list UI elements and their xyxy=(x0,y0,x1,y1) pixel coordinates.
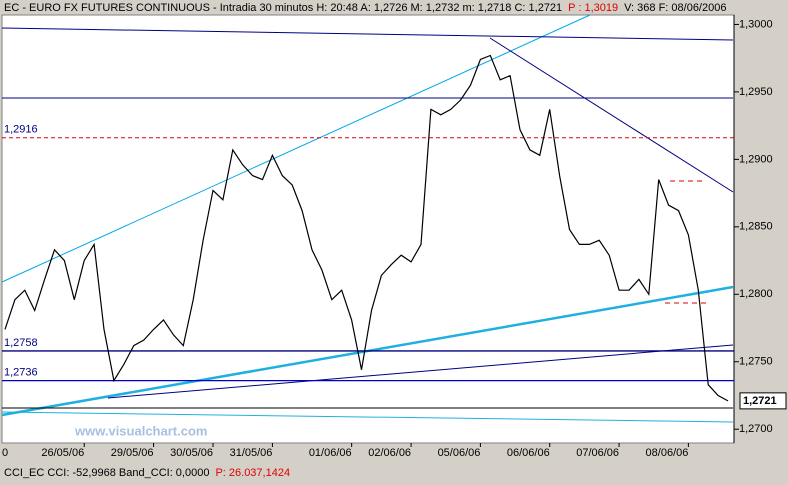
last-price-label: 1,2721 xyxy=(743,395,777,407)
header-p: P : 1,3019 xyxy=(568,2,618,14)
y-tick-label: 1,2900 xyxy=(739,153,773,165)
level-label: 1,2758 xyxy=(4,337,38,349)
level-label: 1,2916 xyxy=(4,124,38,136)
x-tick-label: 30/05/06 xyxy=(170,447,213,459)
header-main: EC - EURO FX FUTURES CONTINUOUS - Intrad… xyxy=(4,2,562,14)
trendline xyxy=(1,27,734,41)
y-tick-label: 1,2700 xyxy=(739,423,773,435)
last-price-box xyxy=(739,392,787,410)
y-tick-label: 1,3000 xyxy=(739,18,773,30)
x-tick-label: 01/06/06 xyxy=(309,447,352,459)
zero-label: 0 xyxy=(2,447,8,459)
price-line xyxy=(4,54,729,402)
x-tick-label: 31/05/06 xyxy=(230,447,273,459)
level-label: 1,2736 xyxy=(4,367,38,379)
x-tick-label: 05/06/06 xyxy=(438,447,481,459)
header-rest: V: 368 F: 08/06/2006 xyxy=(624,2,726,14)
x-tick-label: 08/06/06 xyxy=(646,447,689,459)
footer-p: P: 26.037,1424 xyxy=(215,467,290,479)
watermark: www.visualchart.com xyxy=(74,423,207,438)
x-tick-label: 06/06/06 xyxy=(507,447,550,459)
y-tick-label: 1,2950 xyxy=(739,86,773,98)
footer-main: CCI_EC CCI: -52,9968 Band_CCI: 0,0000 xyxy=(4,467,209,479)
trendline xyxy=(1,411,734,423)
x-tick-label: 07/06/06 xyxy=(576,447,619,459)
x-tick-label: 02/06/06 xyxy=(368,447,411,459)
x-tick-label: 26/05/06 xyxy=(41,447,84,459)
trendline xyxy=(107,344,734,399)
y-tick-label: 1,2750 xyxy=(739,356,773,368)
x-tick-label: 29/05/06 xyxy=(111,447,154,459)
trendline xyxy=(489,37,734,193)
header: EC - EURO FX FUTURES CONTINUOUS - Intrad… xyxy=(4,2,726,14)
y-tick-label: 1,2800 xyxy=(739,288,773,300)
footer: CCI_EC CCI: -52,9968 Band_CCI: 0,0000 P: … xyxy=(4,467,290,479)
plot-area xyxy=(1,14,735,444)
y-tick-label: 1,2850 xyxy=(739,221,773,233)
